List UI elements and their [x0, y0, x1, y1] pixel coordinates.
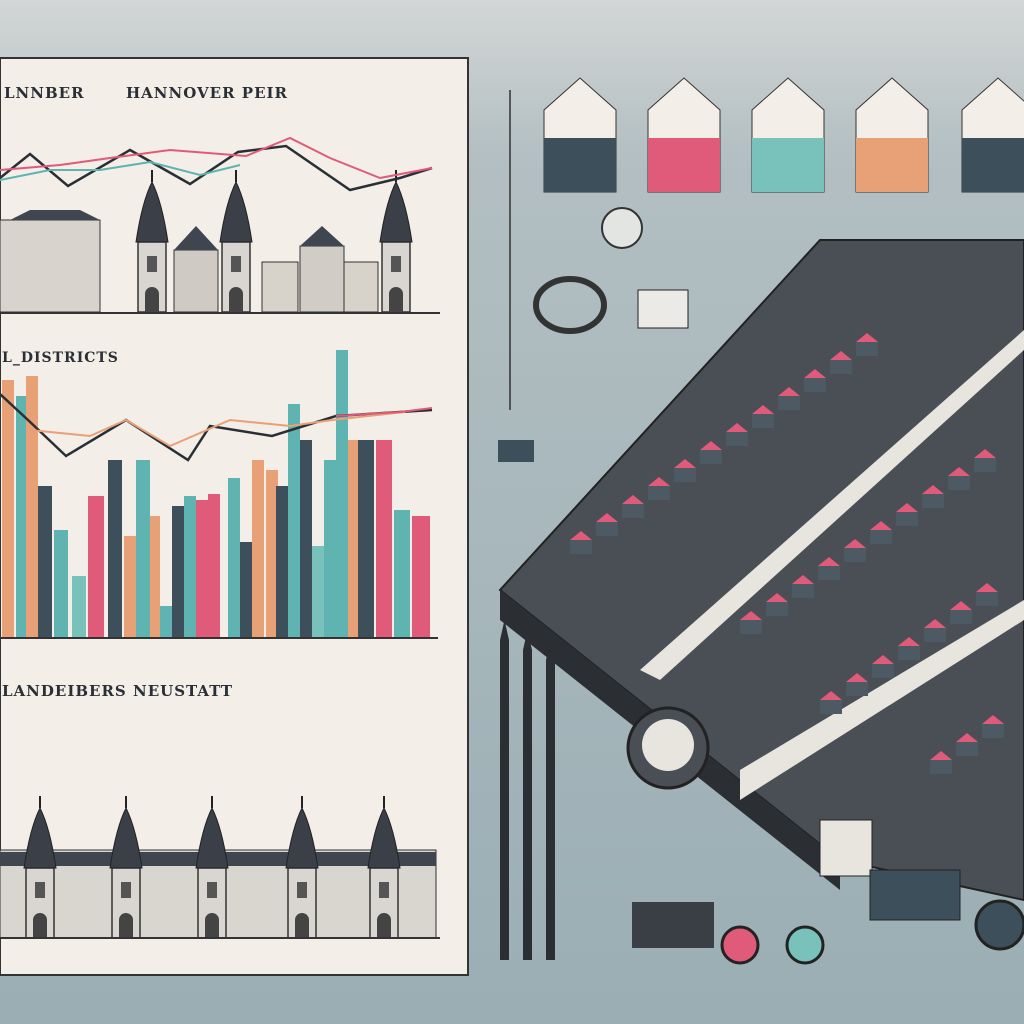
bar-chart-rect: [228, 478, 240, 638]
section-title: LANDEIBERS NEUSTATT: [2, 682, 233, 700]
top-skyline-rect: [0, 219, 101, 313]
props-path: [500, 620, 509, 640]
props-rect: [523, 650, 532, 960]
legend-cards-rect: [752, 138, 824, 192]
props-rect: [498, 440, 534, 462]
bar-chart-rect: [300, 440, 312, 638]
bar-chart-polyline: [335, 407, 433, 417]
bar-chart-rect: [240, 542, 252, 638]
bar-chart-rect: [324, 460, 336, 638]
bar-chart-rect: [88, 496, 104, 638]
top-skyline-polyline: [0, 136, 433, 180]
bar-chart-rect: [266, 470, 278, 638]
top-skyline-rect: [299, 245, 345, 313]
top-skyline-path: [174, 226, 218, 250]
bar-chart-rect: [54, 530, 68, 638]
props-rect: [546, 660, 555, 960]
top-skyline-rect: [343, 261, 379, 313]
city-map: [498, 239, 1024, 902]
bar-chart-rect: [38, 486, 52, 638]
props-rect: [637, 289, 689, 329]
legend-cards-rect: [962, 138, 1024, 192]
props-path: [546, 640, 555, 660]
top-skyline-rect: [173, 249, 219, 313]
bar-chart-rect: [358, 440, 374, 638]
bar-chart-rect: [348, 440, 358, 638]
props-ellipse: [533, 276, 607, 334]
bar-chart-rect: [72, 576, 86, 638]
props-circle: [785, 925, 825, 965]
bar-chart-rect: [196, 500, 208, 638]
bar-chart-rect: [336, 350, 348, 638]
props-rect: [500, 640, 509, 960]
bar-chart-rect: [394, 510, 410, 638]
top-skyline-rect: [261, 261, 299, 313]
bar-chart-rect: [208, 494, 220, 638]
props-rect: [819, 819, 873, 877]
header-title: HANNOVER PEIR: [126, 84, 288, 102]
bar-chart-rect: [252, 460, 264, 638]
bar-chart-rect: [312, 546, 324, 638]
props: [498, 90, 1024, 965]
legend-cards-rect: [544, 138, 616, 192]
props-circle: [642, 719, 694, 771]
top-skyline: [0, 136, 440, 314]
bar-chart: [0, 350, 438, 639]
bar-chart-rect: [16, 396, 28, 638]
props-circle: [720, 925, 760, 965]
bar-chart-rect: [26, 376, 38, 638]
top-skyline-polyline: [0, 160, 241, 181]
city-map-path: [640, 330, 1024, 680]
bar-chart-rect: [160, 606, 172, 638]
legend-cards: [543, 77, 1024, 193]
city-map-path: [740, 600, 1024, 800]
props-rect: [869, 869, 961, 921]
header-left: LNNBER: [4, 84, 85, 102]
bar-chart-rect: [276, 486, 288, 638]
props-path: [523, 630, 532, 650]
bottom-buildings: [0, 795, 440, 939]
props-circle: [974, 899, 1024, 951]
bar-chart-rect: [108, 460, 122, 638]
bar-chart-polyline: [29, 411, 406, 448]
bar-chart-rect: [150, 516, 160, 638]
legend-cards-rect: [648, 138, 720, 192]
bar-chart-rect: [136, 460, 150, 638]
bar-chart-rect: [412, 516, 430, 638]
bar-chart-rect: [376, 440, 392, 638]
bar-chart-rect: [288, 404, 300, 638]
legend-cards-rect: [856, 138, 928, 192]
top-skyline-path: [300, 226, 344, 246]
bar-chart-rect: [172, 506, 184, 638]
bar-chart-rect: [124, 536, 136, 638]
props-circle: [601, 207, 643, 249]
props-rect: [632, 902, 714, 948]
top-skyline-path: [10, 210, 100, 220]
bar-chart-rect: [184, 496, 196, 638]
bar-chart-rect: [2, 380, 14, 638]
section-title: L_DISTRICTS: [2, 350, 119, 366]
